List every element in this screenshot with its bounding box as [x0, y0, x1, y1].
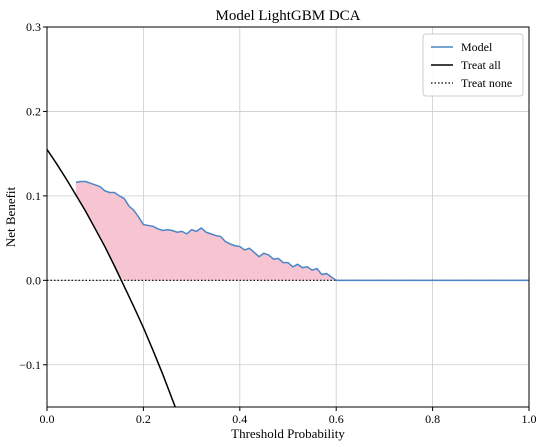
- y-tick-label: 0.3: [26, 20, 41, 34]
- legend: Model Treat all Treat none: [422, 33, 524, 97]
- legend-label: Treat all: [461, 58, 502, 72]
- series-layer: [47, 149, 529, 407]
- fill-layer: [75, 181, 337, 281]
- x-axis: 0.0 0.2 0.4 0.6 0.8 1.0: [40, 407, 537, 426]
- benefit-fill-area: [75, 181, 337, 281]
- y-tick-label: 0.2: [26, 104, 41, 118]
- x-tick-label: 0.0: [40, 412, 55, 426]
- y-tick-label: 0.1: [26, 189, 41, 203]
- y-tick-label: −0.1: [19, 358, 41, 372]
- legend-label: Treat none: [461, 76, 512, 90]
- plot-frame: [46, 26, 530, 408]
- series-line-treat-all: [47, 149, 177, 407]
- x-tick-label: 0.6: [329, 412, 344, 426]
- legend-box: [422, 33, 524, 97]
- y-tick-label: 0.0: [26, 273, 41, 287]
- x-tick-label: 0.2: [136, 412, 151, 426]
- legend-label: Model: [461, 40, 493, 54]
- y-axis-label: Net Benefit: [3, 186, 18, 247]
- chart-title: Model LightGBM DCA: [215, 8, 360, 24]
- x-tick-label: 0.8: [425, 412, 440, 426]
- series-line-model: [75, 180, 529, 282]
- y-axis: −0.1 0.0 0.1 0.2 0.3: [19, 20, 47, 372]
- x-tick-label: 0.4: [232, 412, 247, 426]
- x-tick-label: 1.0: [522, 412, 537, 426]
- x-axis-label: Threshold Probability: [231, 426, 345, 441]
